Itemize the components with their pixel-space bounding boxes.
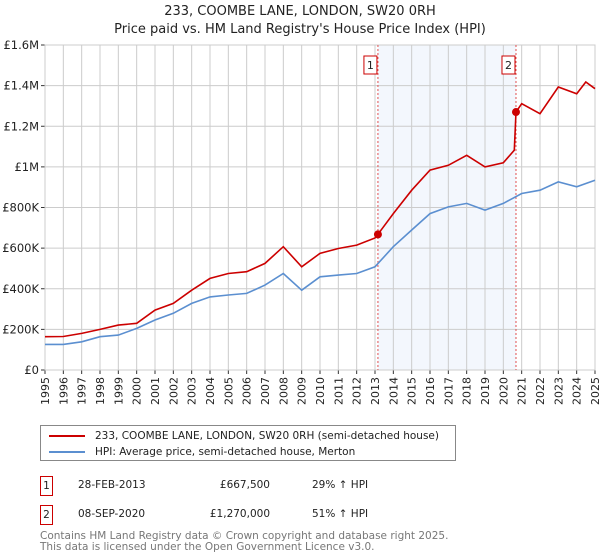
x-tick-label: 2010: [314, 377, 327, 405]
legend-swatch-blue: [49, 451, 85, 453]
x-tick-label: 2023: [552, 377, 565, 405]
chart-subtitle: Price paid vs. HM Land Registry's House …: [114, 22, 486, 37]
x-tick-label: 2012: [351, 377, 364, 405]
x-tick-label: 2018: [461, 377, 474, 405]
y-tick-label: £0: [24, 363, 39, 377]
y-tick-label: £600K: [2, 241, 39, 255]
legend: 233, COOMBE LANE, LONDON, SW20 0RH (semi…: [40, 425, 456, 461]
sale-date: 08-SEP-2020: [78, 508, 146, 520]
x-tick-label: 2022: [534, 377, 547, 405]
footer-licence: This data is licensed under the Open Gov…: [40, 540, 375, 553]
x-tick-label: 2000: [131, 377, 144, 405]
x-tick-label: 1995: [39, 377, 52, 405]
y-tick-label: £1.4M: [3, 79, 39, 93]
x-tick-label: 2015: [406, 377, 419, 405]
x-tick-label: 2025: [589, 377, 600, 405]
x-tick-label: 2016: [424, 377, 437, 405]
x-tick-label: 1997: [76, 377, 89, 405]
x-tick-label: 2009: [296, 377, 309, 405]
legend-item-hpi: HPI: Average price, semi-detached house,…: [49, 446, 355, 458]
sale-label: 2: [505, 59, 512, 72]
footer: Contains HM Land Registry data © Crown c…: [40, 531, 448, 552]
price-chart: 1995 1996 1997 1998 1999 2000 2001 2002 2003 2004…: [2, 38, 600, 405]
chart-title: 233, COOMBE LANE, LONDON, SW20 0RH: [164, 4, 436, 19]
x-tick-label: 2002: [167, 377, 180, 405]
x-tick-label: 1998: [94, 377, 107, 405]
x-tick-label: 2006: [241, 377, 254, 405]
y-tick-label: £400K: [2, 282, 39, 296]
x-tick-label: 1996: [57, 377, 70, 405]
sale-marker-badge: 2: [40, 505, 53, 525]
x-tick-label: 2001: [149, 377, 162, 405]
x-tick-label: 1999: [112, 377, 125, 405]
sale-label-box: [363, 55, 378, 75]
x-tick-label: 2004: [204, 377, 217, 405]
sale-row: 2 08-SEP-2020 £1,270,000 51% ↑ HPI: [40, 505, 600, 525]
sale-price: £667,500: [219, 479, 270, 491]
plot-frame: [44, 44, 596, 371]
x-tick-label: 2017: [442, 377, 455, 405]
x-tick-label: 2011: [332, 377, 345, 405]
x-tick-label: 2021: [516, 377, 529, 405]
x-tick-label: 2024: [571, 377, 584, 405]
x-tick-label: 2013: [369, 377, 382, 405]
y-tick-label: £1.6M: [3, 38, 39, 52]
hpi-line: [45, 179, 596, 346]
sale-date: 28-FEB-2013: [78, 479, 146, 491]
x-tick-label: 2005: [222, 377, 235, 405]
x-tick-label: 2003: [186, 377, 199, 405]
sale-point: [373, 230, 382, 239]
y-tick-label: £1M: [14, 160, 39, 174]
sale-marker-badge: 1: [40, 476, 53, 496]
sale-point: [511, 108, 520, 117]
sale-hpi-diff: 29% ↑ HPI: [312, 479, 369, 491]
y-tick-label: £200K: [2, 322, 39, 336]
legend-swatch-red: [49, 435, 85, 437]
x-tick-label: 2014: [387, 377, 400, 405]
legend-label: HPI: Average price, semi-detached house,…: [95, 446, 356, 458]
legend-item-property: 233, COOMBE LANE, LONDON, SW20 0RH (semi…: [49, 430, 439, 442]
y-tick-label: £800K: [2, 201, 39, 215]
sale-hpi-diff: 51% ↑ HPI: [312, 508, 369, 520]
sale-label-box: [501, 55, 516, 75]
footer-copyright: Contains HM Land Registry data © Crown c…: [40, 530, 449, 542]
x-tick-label: 2020: [497, 377, 510, 405]
y-tick-label: £1.2M: [3, 119, 39, 133]
sale-price: £1,270,000: [209, 508, 270, 520]
x-tick-label: 2007: [259, 377, 272, 405]
legend-label: 233, COOMBE LANE, LONDON, SW20 0RH (semi…: [95, 430, 439, 442]
x-tick-label: 2008: [277, 377, 290, 405]
sale-label: 1: [367, 59, 374, 72]
x-tick-label: 2019: [479, 377, 492, 405]
sale-row: 1 28-FEB-2013 £667,500 29% ↑ HPI: [40, 476, 600, 496]
